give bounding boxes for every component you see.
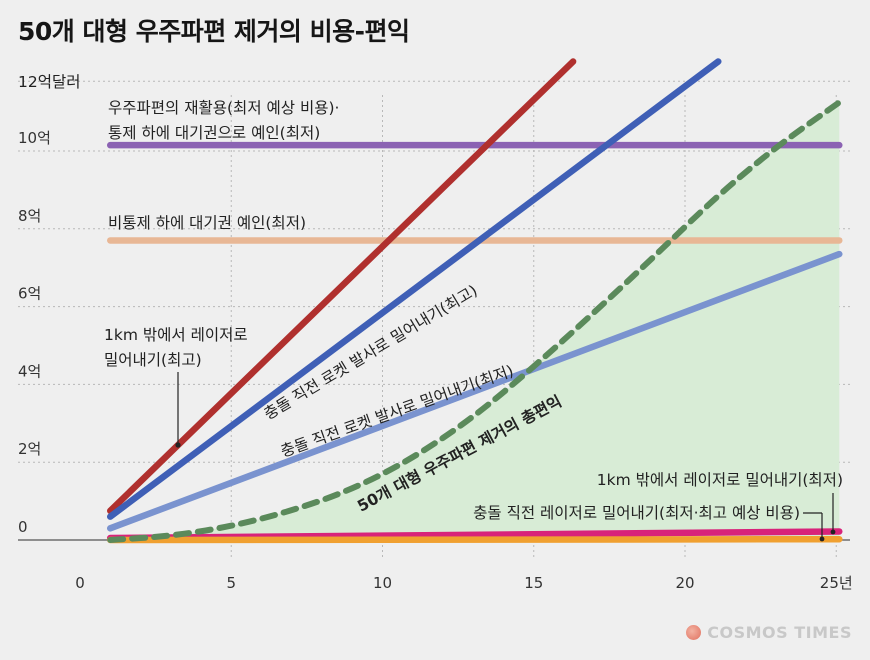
- x-tick-label-0: 0: [75, 574, 85, 592]
- label-laser1km-high-line2: 밀어내기(최고): [104, 351, 202, 369]
- laser-collision-pointer-dot: [819, 536, 825, 542]
- label-laser-collision: 충돌 직전 레이저로 밀어내기(최저·최고 예상 비용): [473, 504, 800, 522]
- x-tick-label-5: 25년: [820, 574, 853, 592]
- series-lines: [107, 58, 843, 544]
- benefit-area-fill: [110, 102, 840, 540]
- y-axis-unit-label: 12억달러: [18, 73, 81, 91]
- tick-labels: 0 2억 4억 6억 8억 10억 0 5 10 15 20 25년: [18, 129, 853, 592]
- x-tick-label-1: 5: [226, 574, 236, 592]
- chart-title: 50개 대형 우주파편 제거의 비용-편익: [18, 17, 410, 46]
- series-line-4: [107, 250, 843, 532]
- label-uncontrolled: 비통제 하에 대기권 예인(최저): [108, 214, 306, 232]
- benefit-area: [110, 102, 840, 540]
- x-tick-label-2: 10: [373, 574, 392, 592]
- y-tick-label-4: 8억: [18, 207, 41, 225]
- label-recycle-line1: 우주파편의 재활용(최저 예상 비용)·: [108, 99, 339, 117]
- laser1km-low-pointer-dot: [830, 529, 836, 535]
- series-line-6: [107, 535, 843, 544]
- laser1km-high-pointer-dot: [175, 442, 181, 448]
- x-tick-label-3: 15: [524, 574, 543, 592]
- y-tick-label-3: 6억: [18, 285, 41, 303]
- series-line-2: [107, 58, 577, 515]
- logo-circle-icon: [686, 625, 702, 640]
- cosmos-times-logo: COSMOS TIMES: [686, 623, 852, 642]
- logo-text: COSMOS TIMES: [707, 623, 852, 642]
- y-tick-label-1: 2억: [18, 440, 41, 458]
- label-laser1km-high-line1: 1km 밖에서 레이저로: [104, 326, 248, 344]
- y-tick-label-2: 4억: [18, 362, 41, 380]
- y-tick-label-5: 10억: [18, 129, 51, 147]
- label-laser1km-low: 1km 밖에서 레이저로 밀어내기(최저): [597, 471, 843, 489]
- label-recycle-line2: 통제 하에 대기권으로 예인(최저): [108, 124, 320, 142]
- x-tick-label-4: 20: [675, 574, 694, 592]
- series-line-benefit: [107, 99, 843, 543]
- y-tick-label-0: 0: [18, 518, 28, 536]
- series-line-3: [107, 58, 722, 520]
